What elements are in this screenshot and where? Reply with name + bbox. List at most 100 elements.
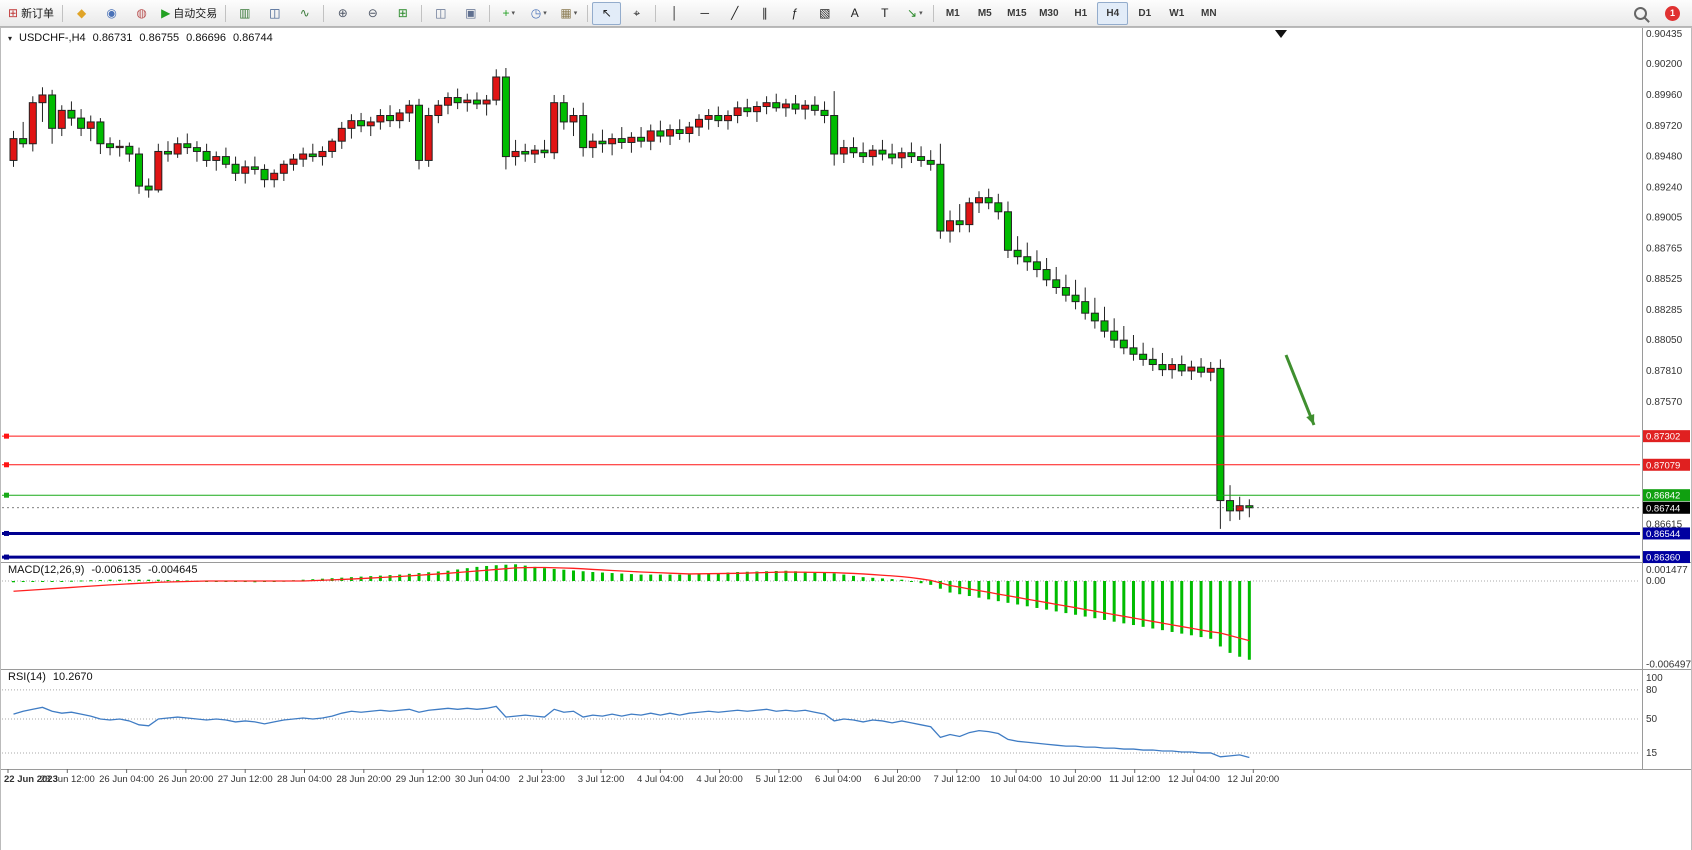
line-chart-button[interactable]: ∿ <box>290 2 319 25</box>
arrange-windows-button[interactable]: ◫ <box>426 2 455 25</box>
svg-text:5 Jul 12:00: 5 Jul 12:00 <box>756 774 802 785</box>
notification-badge[interactable]: 1 <box>1665 5 1680 21</box>
price-axis[interactable]: 0.90435 0.90200 0.89960 0.89720 0.89480 0.892… <box>1643 29 1690 564</box>
market-watch-button[interactable]: ◍ <box>127 2 156 25</box>
svg-text:-0.006497: -0.006497 <box>1646 659 1691 670</box>
svg-text:100: 100 <box>1646 673 1663 684</box>
text-label-button[interactable]: T <box>870 2 899 25</box>
svg-text:7 Jul 12:00: 7 Jul 12:00 <box>934 774 980 785</box>
bar-chart-button[interactable]: ▥ <box>230 2 259 25</box>
svg-text:0.87079: 0.87079 <box>1646 460 1680 471</box>
tile-windows-button[interactable]: ⊞ <box>388 2 417 25</box>
cursor-button[interactable]: ↖ <box>592 1 622 25</box>
svg-text:0.86544: 0.86544 <box>1646 529 1680 540</box>
indicators-button[interactable]: + ▾ <box>494 2 523 25</box>
hline-handle[interactable] <box>4 462 9 468</box>
arrow-annotation[interactable] <box>1284 354 1316 426</box>
svg-text:0.88050: 0.88050 <box>1646 335 1683 346</box>
equidistant-channel-button[interactable]: ∥ <box>750 2 779 25</box>
vertical-line-icon: │ <box>671 6 679 20</box>
candlestick-chart-button[interactable]: ◫ <box>260 2 289 25</box>
indicators-icon: + <box>502 6 510 20</box>
cascade-windows-button[interactable]: ▣ <box>456 2 485 25</box>
svg-text:0.89240: 0.89240 <box>1646 182 1683 193</box>
toolbar-separator <box>225 4 227 22</box>
market-watch-icon: ◍ <box>136 6 147 20</box>
toolbar-separator <box>933 4 935 22</box>
price-badge <box>1643 501 1690 514</box>
tf-d1[interactable]: D1 <box>1138 7 1152 19</box>
trendline-icon: ╱ <box>731 6 739 20</box>
svg-text:6 Jul 04:00: 6 Jul 04:00 <box>815 774 861 785</box>
tf-m5[interactable]: M5 <box>977 7 992 19</box>
zoom-in-button[interactable]: ⊕ <box>328 2 357 25</box>
trendline-button[interactable]: ╱ <box>720 2 749 25</box>
hline-handle[interactable] <box>4 530 9 536</box>
svg-text:0.87810: 0.87810 <box>1646 366 1683 377</box>
svg-text:28 Jun 04:00: 28 Jun 04:00 <box>277 774 332 785</box>
chart-canvas[interactable]: 0.90435 0.90200 0.89960 0.89720 0.89480 0.892… <box>0 27 1692 850</box>
line-chart-icon: ∿ <box>299 6 310 20</box>
svg-text:0.00: 0.00 <box>1646 576 1666 587</box>
svg-text:0.89720: 0.89720 <box>1646 121 1683 132</box>
svg-text:0.86615: 0.86615 <box>1646 519 1683 530</box>
zoom-out-button[interactable]: ⊖ <box>358 2 387 25</box>
horizontal-line-button[interactable]: ─ <box>690 2 719 25</box>
svg-text:23 Jun 12:00: 23 Jun 12:00 <box>40 774 95 785</box>
crosshair-button[interactable]: ⌖ <box>622 2 651 25</box>
profiles-button[interactable]: ◉ <box>97 2 126 25</box>
equidistant-channel-icon: ∥ <box>761 6 768 20</box>
chevron-down-icon: ▾ <box>573 10 578 17</box>
tf-h4[interactable]: H4 <box>1097 1 1129 25</box>
toolbar-separator <box>323 4 325 22</box>
arrows-list-button[interactable]: ↘ ▾ <box>900 2 929 25</box>
text-button[interactable]: A <box>840 2 869 25</box>
svg-text:0.87302: 0.87302 <box>1646 432 1680 443</box>
fibonacci-button[interactable]: ƒ <box>780 2 809 25</box>
search-button[interactable] <box>1626 2 1655 25</box>
svg-text:29 Jun 12:00: 29 Jun 12:00 <box>396 774 451 785</box>
svg-text:0.90200: 0.90200 <box>1646 59 1683 70</box>
toolbar: ⊞ 新订单 ◆ ◉ ◍ ▶ 自动交易 ▥ ◫ ∿ ⊕ ⊖ ⊞ ◫ ▣ + ▾ ◷ ▾ ▦ ▾ ↖ ⌖ │ ─ ╱ ∥ ƒ ▧ A T ↘ ▾ M… <box>0 0 1692 27</box>
metaeditor-button[interactable]: ◆ <box>67 2 96 25</box>
horizontal-lines[interactable] <box>2 433 1640 560</box>
svg-text:11 Jul 12:00: 11 Jul 12:00 <box>1109 774 1160 785</box>
svg-text:3 Jul 12:00: 3 Jul 12:00 <box>578 774 624 785</box>
svg-text:26 Jun 04:00: 26 Jun 04:00 <box>99 774 154 785</box>
shapes-icon: ▧ <box>819 6 831 20</box>
new-order-button[interactable]: ⊞ 新订单 <box>4 2 58 25</box>
cascade-windows-icon: ▣ <box>465 6 477 20</box>
auto-trading-button[interactable]: ▶ 自动交易 <box>157 2 221 25</box>
rsi-line <box>13 705 1250 759</box>
profiles-icon: ◉ <box>106 6 117 20</box>
hline-handle[interactable] <box>4 492 9 498</box>
chevron-down-icon: ▾ <box>919 10 923 17</box>
hline-handle[interactable] <box>4 433 9 439</box>
tf-m30[interactable]: M30 <box>1039 7 1059 19</box>
chart-shift-marker[interactable] <box>1275 30 1287 38</box>
svg-text:12 Jul 04:00: 12 Jul 04:00 <box>1168 774 1220 785</box>
svg-text:0.86360: 0.86360 <box>1646 553 1680 564</box>
tf-h1[interactable]: H1 <box>1074 7 1088 19</box>
zoom-out-icon: ⊖ <box>367 6 378 20</box>
svg-text:0.90435: 0.90435 <box>1646 29 1683 40</box>
tf-mn[interactable]: MN <box>1201 7 1217 19</box>
hline-handle[interactable] <box>4 554 9 560</box>
text-label-icon: T <box>881 6 889 20</box>
tf-m1[interactable]: M1 <box>945 7 960 19</box>
price-badge <box>1643 551 1690 564</box>
shapes-button[interactable]: ▧ <box>810 2 839 25</box>
vertical-line-button[interactable]: │ <box>660 2 689 25</box>
svg-text:0.88285: 0.88285 <box>1646 305 1683 316</box>
tf-m15[interactable]: M15 <box>1007 7 1027 19</box>
toolbar-right: 1 <box>1626 2 1688 25</box>
templates-button[interactable]: ▦ ▾ <box>554 2 583 25</box>
periods-button[interactable]: ◷ ▾ <box>524 2 553 25</box>
fibonacci-icon: ƒ <box>791 6 799 20</box>
text-icon: A <box>850 6 859 20</box>
svg-text:30 Jun 04:00: 30 Jun 04:00 <box>455 774 510 785</box>
tf-w1[interactable]: W1 <box>1169 7 1185 19</box>
svg-text:6 Jul 20:00: 6 Jul 20:00 <box>874 774 920 785</box>
